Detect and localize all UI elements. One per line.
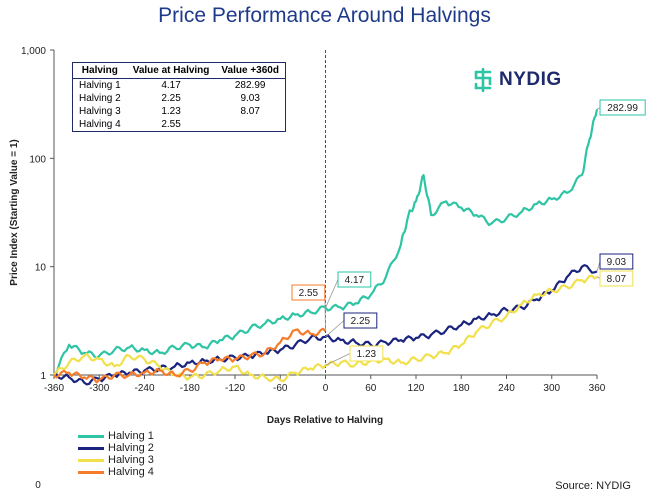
callout-label: 2.55 [299, 288, 319, 299]
callout-label: 282.99 [607, 103, 638, 114]
x-tick-label: 180 [453, 383, 470, 394]
y-tick-label: 1 [40, 371, 46, 382]
table-header-cell: Value at Halving [126, 62, 216, 79]
table-cell: 8.07 [240, 106, 260, 117]
callout-box [599, 270, 634, 287]
table-header-cell: Halving [72, 62, 127, 79]
table-row: Halving 3 1.23 8.07 [73, 105, 286, 118]
table-cell: 2.25 [161, 93, 181, 104]
x-tick-label: -60 [273, 383, 288, 394]
series-line-1 [53, 109, 599, 376]
legend-swatch [78, 434, 104, 438]
callout-box [291, 284, 326, 301]
x-tick-label: -240 [134, 383, 154, 394]
x-tick-label: -360 [44, 383, 64, 394]
series-line-3 [53, 274, 598, 383]
y-tick-label: 10 [35, 263, 47, 274]
series-line-4 [53, 327, 327, 384]
legend-swatch [78, 470, 104, 474]
callout-leader [325, 279, 339, 308]
x-tick-label: 120 [408, 383, 425, 394]
x-tick-label: 360 [589, 383, 606, 394]
source-note: Source: NYDIG [555, 480, 631, 492]
y-tick-label: 100 [29, 154, 46, 165]
nydig-logo-icon [474, 68, 492, 92]
table-cell: 282.99 [234, 80, 266, 91]
y-tick-label: 1,000 [21, 46, 46, 57]
nydig-logo: NYDIG [472, 68, 562, 92]
table-cell [215, 118, 285, 132]
table-cell: 9.03 [240, 93, 260, 104]
callout-box [337, 271, 372, 288]
callout-label: 9.03 [607, 257, 627, 268]
callout-label: 1.23 [357, 349, 377, 360]
halving-stats-table: Halving Value at Halving Value +360d Hal… [72, 62, 286, 132]
x-tick-label: -120 [225, 383, 245, 394]
legend-item: Halving 2 [78, 442, 154, 454]
table-cell: Halving 2 [79, 93, 121, 104]
chart-title: Price Performance Around Halvings [158, 4, 491, 27]
callout-box [599, 253, 634, 270]
callout-leader [596, 276, 601, 279]
table-cell: Halving 4 [79, 119, 121, 130]
legend-swatch [78, 458, 104, 462]
callout-label: 4.17 [345, 275, 365, 286]
callout-box [349, 345, 384, 362]
x-tick-label: 300 [543, 383, 560, 394]
y-axis-extra-label: 0 [35, 480, 41, 491]
logo-wordmark: NYDIG [499, 69, 562, 90]
callout-box [343, 312, 378, 329]
legend-label: Halving 3 [108, 454, 154, 466]
table-header-row: Halving Value at Halving Value +360d [72, 62, 286, 79]
x-tick-label: -300 [89, 383, 109, 394]
callout-leader [596, 261, 601, 272]
x-tick-label: -180 [180, 383, 200, 394]
legend-label: Halving 2 [108, 442, 154, 454]
legend-label: Halving 4 [108, 466, 154, 478]
table-cell: 2.55 [161, 119, 181, 130]
table-cell: Halving 3 [79, 106, 121, 117]
x-tick-label: 240 [498, 383, 515, 394]
table-row: Halving 2 2.25 9.03 [73, 92, 286, 105]
legend-item: Halving 4 [78, 466, 154, 478]
table-row: Halving 4 2.55 [73, 118, 286, 132]
legend-item: Halving 3 [78, 454, 154, 466]
legend-item: Halving 1 [78, 430, 154, 442]
y-axis-title: Price Index (Starting Value = 1) [9, 139, 20, 285]
x-axis-title: Days Relative to Halving [267, 415, 383, 426]
table-cell: 4.17 [161, 80, 181, 91]
callout-leader [325, 353, 351, 366]
x-tick-label: 60 [365, 383, 377, 394]
legend-label: Halving 1 [108, 430, 154, 442]
callout-box [599, 99, 646, 116]
table-header-cell: Value +360d [215, 62, 286, 79]
table-cell: Halving 1 [79, 80, 121, 91]
table-row: Halving 1 4.17 282.99 [73, 79, 286, 93]
chart-legend: Halving 1 Halving 2 Halving 3 Halving 4 [78, 430, 154, 478]
callout-label: 8.07 [607, 274, 627, 285]
table-cell: 1.23 [161, 106, 181, 117]
x-tick-label: 0 [323, 383, 329, 394]
callout-label: 2.25 [351, 316, 371, 327]
callout-leader [325, 320, 345, 338]
legend-swatch [78, 446, 104, 450]
